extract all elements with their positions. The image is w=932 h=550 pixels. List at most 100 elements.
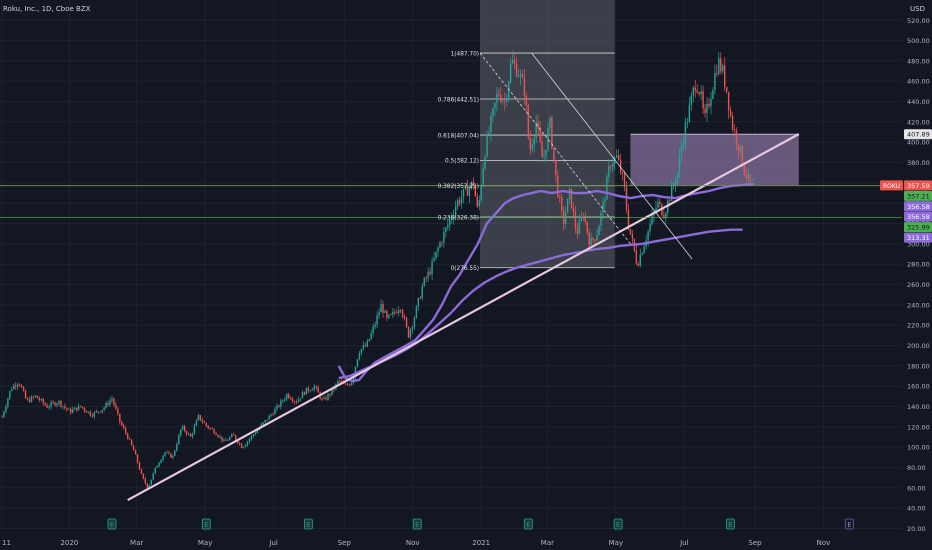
candle-body: [125, 428, 127, 434]
candle-body: [211, 428, 213, 430]
candle-body: [128, 438, 131, 440]
candle-body: [627, 209, 630, 229]
candle-body: [91, 415, 94, 417]
earnings-marker-bg: [107, 518, 117, 530]
y-tick-label: 200.00: [907, 342, 930, 350]
candle-body: [227, 439, 229, 441]
candle-body: [75, 407, 78, 411]
candle-body: [399, 310, 402, 311]
candle-body: [11, 388, 13, 391]
candle-body: [130, 439, 133, 446]
candle-body: [52, 402, 54, 404]
candle-body: [486, 134, 488, 157]
earnings-marker-label: E: [306, 521, 310, 529]
fibonacci-labels: 1(487.70) 0.786(442.51) 0.618(407.04) 0.5(3…: [438, 51, 479, 272]
y-tick-label: 100.00: [907, 444, 930, 452]
candle-body: [132, 445, 135, 451]
candle-body: [113, 398, 115, 405]
earnings-marker-bg: [613, 518, 623, 530]
candle-body: [66, 407, 68, 410]
candle-body: [419, 297, 422, 299]
candle-body: [547, 128, 549, 150]
candle-body: [270, 414, 272, 416]
candle-body: [248, 439, 251, 442]
time-axis[interactable]: 11 2020 Mar May Jul Sep Nov 2021 Mar May Jul Sep Nov: [0, 535, 904, 550]
y-tick-label: 120.00: [907, 423, 930, 431]
candle-body: [665, 212, 667, 219]
candle-body: [449, 219, 451, 226]
candle-body: [254, 433, 257, 435]
candle-body: [429, 271, 431, 275]
candle-body: [219, 436, 221, 438]
candle-body: [364, 345, 367, 347]
candle-body: [346, 384, 349, 386]
candle-body: [20, 385, 23, 388]
candle-body: [720, 58, 722, 72]
candle-body: [199, 414, 202, 421]
candle-body: [533, 137, 535, 145]
candle-body: [515, 63, 518, 77]
candle-body: [425, 277, 427, 279]
candle-body: [183, 426, 186, 432]
candle-body: [478, 200, 480, 207]
candle-body: [576, 228, 579, 234]
candle-body: [138, 462, 141, 470]
candle-body: [215, 433, 217, 435]
candle-body: [439, 242, 441, 248]
candle-body: [551, 117, 553, 149]
candle-body: [574, 211, 577, 229]
candle-body: [1, 416, 3, 418]
candle-body: [443, 232, 445, 243]
candle-body: [7, 398, 9, 407]
candle-body: [394, 311, 396, 313]
candle-body: [46, 405, 48, 408]
candle-body: [370, 332, 372, 340]
candle-body: [372, 326, 374, 333]
time-axis-bg: [0, 535, 904, 550]
candle-body: [197, 414, 200, 421]
candle-body: [162, 455, 164, 460]
overlays: [0, 52, 902, 502]
candle-body: [527, 105, 530, 138]
candle-body: [382, 303, 384, 313]
candle-body: [13, 385, 15, 389]
candle-body: [564, 212, 567, 224]
candle-body: [724, 65, 726, 87]
candle-body: [718, 58, 720, 75]
price-tag-bg: [904, 222, 932, 233]
candle-body: [578, 220, 581, 234]
candle-body: [60, 400, 62, 407]
candle-body: [743, 165, 746, 175]
price-axis[interactable]: 20.00 40.00 60.00 80.00 100.00 120.00 140.00 16…: [904, 0, 932, 550]
candle-body: [494, 102, 496, 108]
candle-body: [299, 398, 302, 400]
candle-body: [470, 181, 473, 188]
candle-body: [639, 254, 641, 266]
candle-body: [452, 215, 455, 218]
candle-body: [305, 387, 308, 395]
candle-body: [421, 285, 423, 299]
price-tag-bg: [904, 129, 932, 140]
candle-body: [592, 237, 594, 240]
candle-body: [490, 115, 492, 133]
candle-body: [604, 199, 606, 203]
y-tick-label: 60.00: [907, 484, 926, 492]
candle-body: [119, 413, 121, 423]
candle-body: [529, 137, 531, 150]
candle-body: [154, 467, 156, 474]
earnings-marker-label: E: [728, 521, 732, 529]
candle-body: [295, 401, 298, 403]
candle-body: [729, 110, 732, 116]
candle-body: [553, 148, 555, 160]
candle-body: [417, 297, 420, 307]
candle-body: [600, 212, 602, 226]
earnings-marker-label: E: [616, 521, 620, 529]
candle-body: [741, 145, 744, 166]
fib-level-label: 0.5(382.12): [445, 159, 479, 165]
candle-body: [464, 185, 467, 189]
candle-body: [623, 173, 626, 188]
candle-body: [274, 409, 276, 415]
y-tick-label: 440.00: [907, 98, 930, 106]
candle-body: [488, 132, 490, 135]
